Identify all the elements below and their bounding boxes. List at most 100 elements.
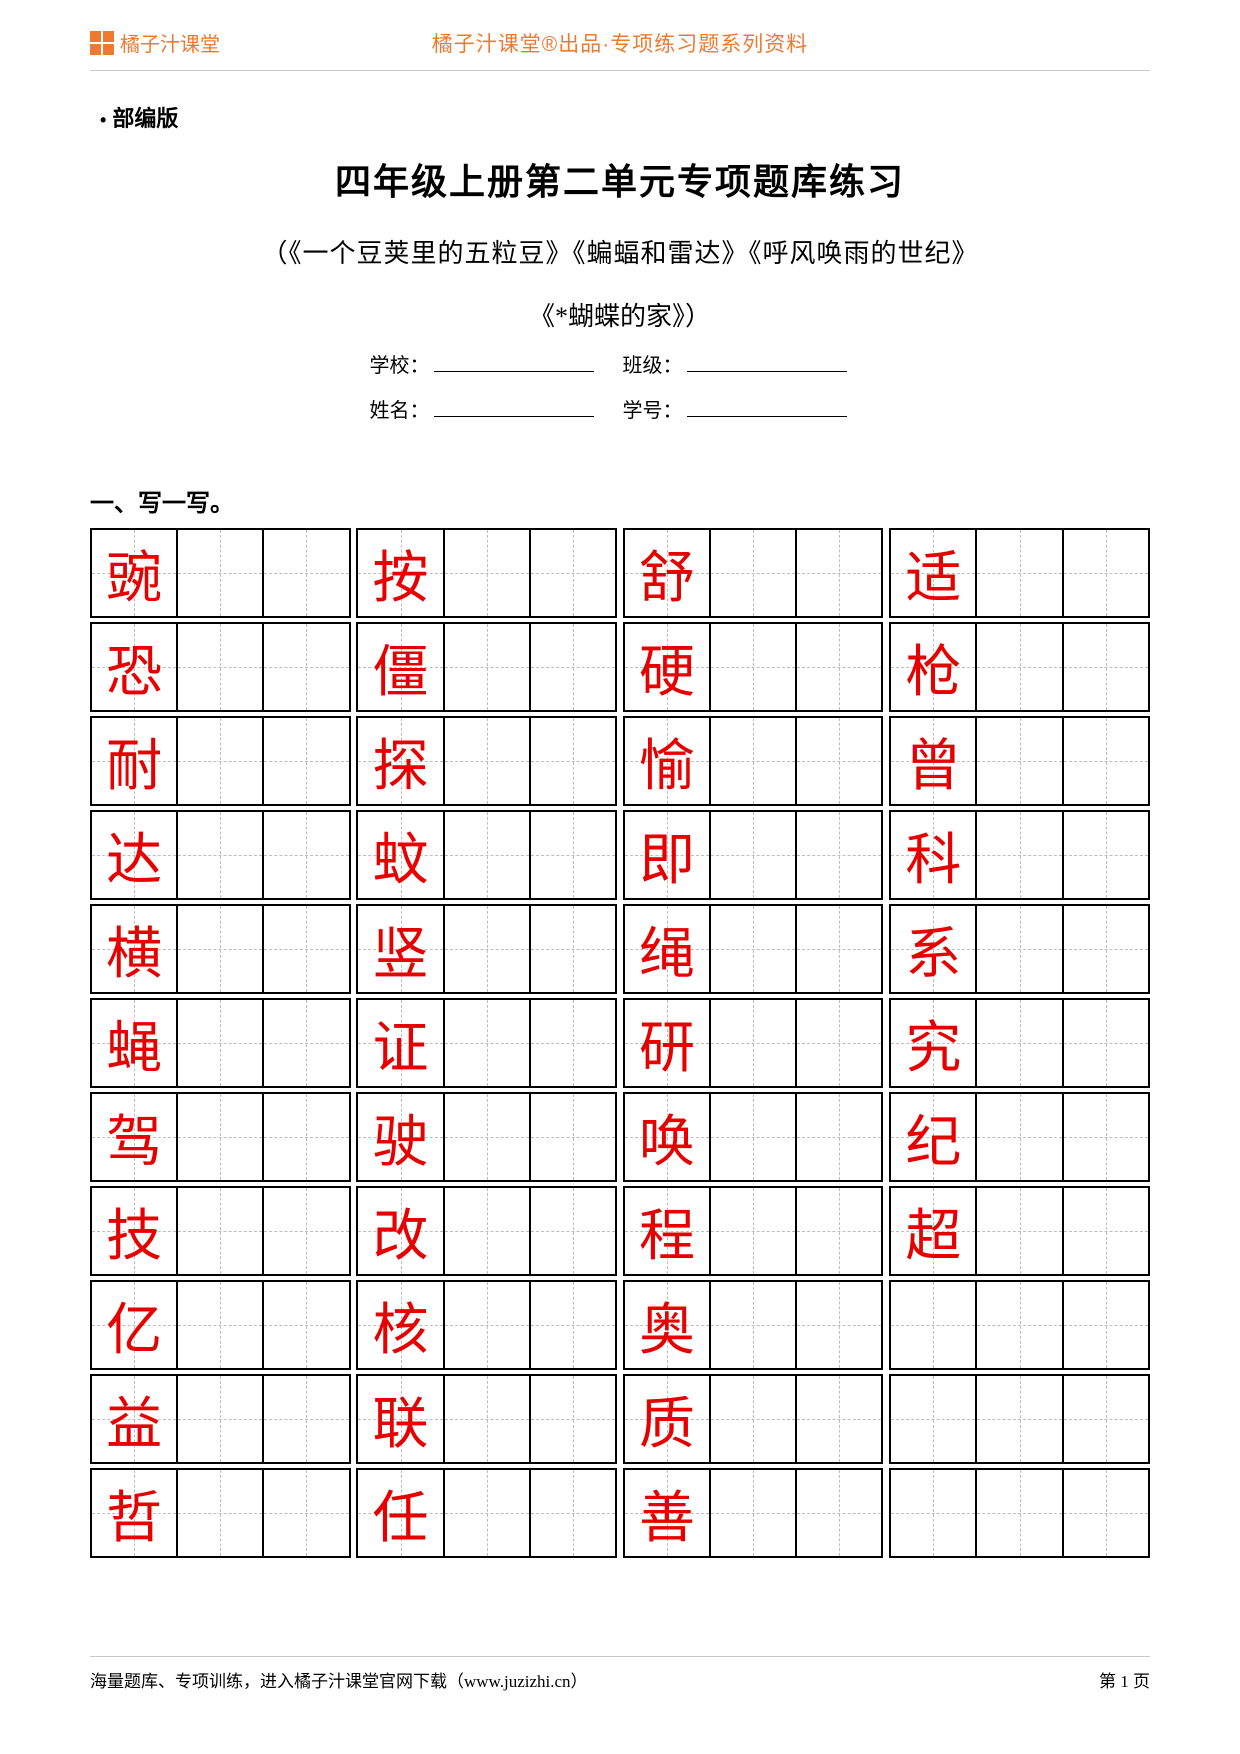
practice-cell[interactable] <box>710 717 796 805</box>
practice-cell[interactable] <box>177 1187 263 1275</box>
practice-cell[interactable] <box>263 1281 349 1369</box>
practice-cell[interactable] <box>530 1093 616 1181</box>
practice-cell[interactable] <box>530 717 616 805</box>
practice-cell[interactable] <box>710 811 796 899</box>
practice-cell[interactable]: 枪 <box>890 623 976 711</box>
practice-cell[interactable] <box>263 905 349 993</box>
practice-cell[interactable] <box>1063 529 1149 617</box>
practice-cell[interactable] <box>890 1375 976 1463</box>
practice-cell[interactable] <box>796 1375 882 1463</box>
practice-cell[interactable]: 愉 <box>624 717 710 805</box>
practice-cell[interactable] <box>177 1469 263 1557</box>
practice-cell[interactable]: 舒 <box>624 529 710 617</box>
practice-cell[interactable]: 善 <box>624 1469 710 1557</box>
practice-cell[interactable] <box>1063 1469 1149 1557</box>
practice-cell[interactable]: 超 <box>890 1187 976 1275</box>
practice-cell[interactable] <box>1063 623 1149 711</box>
practice-cell[interactable] <box>263 1469 349 1557</box>
practice-cell[interactable] <box>710 905 796 993</box>
practice-cell[interactable] <box>263 1375 349 1463</box>
practice-cell[interactable] <box>530 1187 616 1275</box>
practice-cell[interactable]: 研 <box>624 999 710 1087</box>
practice-cell[interactable] <box>710 1469 796 1557</box>
practice-cell[interactable]: 程 <box>624 1187 710 1275</box>
practice-cell[interactable] <box>1063 811 1149 899</box>
practice-cell[interactable]: 究 <box>890 999 976 1087</box>
practice-cell[interactable] <box>1063 1187 1149 1275</box>
practice-cell[interactable]: 亿 <box>91 1281 177 1369</box>
practice-cell[interactable] <box>530 529 616 617</box>
practice-cell[interactable] <box>444 1469 530 1557</box>
practice-cell[interactable]: 证 <box>357 999 443 1087</box>
practice-cell[interactable]: 恐 <box>91 623 177 711</box>
practice-cell[interactable] <box>976 905 1062 993</box>
practice-cell[interactable] <box>177 905 263 993</box>
practice-cell[interactable] <box>444 1281 530 1369</box>
practice-cell[interactable] <box>177 1281 263 1369</box>
practice-cell[interactable] <box>1063 1375 1149 1463</box>
practice-cell[interactable] <box>710 1187 796 1275</box>
practice-cell[interactable] <box>444 905 530 993</box>
practice-cell[interactable] <box>530 999 616 1087</box>
practice-cell[interactable] <box>177 1375 263 1463</box>
practice-cell[interactable] <box>530 1375 616 1463</box>
practice-cell[interactable] <box>710 999 796 1087</box>
practice-cell[interactable] <box>976 1375 1062 1463</box>
practice-cell[interactable]: 纪 <box>890 1093 976 1181</box>
practice-cell[interactable] <box>710 623 796 711</box>
practice-cell[interactable] <box>710 529 796 617</box>
practice-cell[interactable] <box>177 623 263 711</box>
practice-cell[interactable] <box>1063 717 1149 805</box>
practice-cell[interactable] <box>263 1093 349 1181</box>
practice-cell[interactable] <box>263 811 349 899</box>
practice-cell[interactable] <box>976 1187 1062 1275</box>
practice-cell[interactable]: 改 <box>357 1187 443 1275</box>
practice-cell[interactable]: 僵 <box>357 623 443 711</box>
practice-cell[interactable]: 硬 <box>624 623 710 711</box>
practice-cell[interactable] <box>444 623 530 711</box>
practice-cell[interactable] <box>976 811 1062 899</box>
practice-cell[interactable]: 蝇 <box>91 999 177 1087</box>
practice-cell[interactable] <box>177 717 263 805</box>
practice-cell[interactable] <box>976 623 1062 711</box>
name-blank[interactable] <box>434 416 594 417</box>
practice-cell[interactable] <box>530 1281 616 1369</box>
practice-cell[interactable] <box>444 811 530 899</box>
practice-cell[interactable] <box>177 999 263 1087</box>
practice-cell[interactable] <box>530 1469 616 1557</box>
practice-cell[interactable] <box>976 717 1062 805</box>
practice-cell[interactable] <box>796 811 882 899</box>
practice-cell[interactable]: 曾 <box>890 717 976 805</box>
practice-cell[interactable] <box>263 1187 349 1275</box>
practice-cell[interactable] <box>710 1375 796 1463</box>
practice-cell[interactable]: 探 <box>357 717 443 805</box>
practice-cell[interactable] <box>444 1375 530 1463</box>
practice-cell[interactable]: 联 <box>357 1375 443 1463</box>
practice-cell[interactable]: 达 <box>91 811 177 899</box>
practice-cell[interactable] <box>530 905 616 993</box>
practice-cell[interactable] <box>796 1093 882 1181</box>
class-blank[interactable] <box>687 371 847 372</box>
practice-cell[interactable] <box>890 1469 976 1557</box>
practice-cell[interactable]: 豌 <box>91 529 177 617</box>
practice-cell[interactable] <box>177 529 263 617</box>
practice-cell[interactable]: 竖 <box>357 905 443 993</box>
practice-cell[interactable] <box>976 1281 1062 1369</box>
id-blank[interactable] <box>687 416 847 417</box>
practice-cell[interactable]: 奥 <box>624 1281 710 1369</box>
practice-cell[interactable] <box>976 1093 1062 1181</box>
practice-cell[interactable] <box>530 623 616 711</box>
practice-cell[interactable]: 耐 <box>91 717 177 805</box>
practice-cell[interactable] <box>444 1093 530 1181</box>
practice-cell[interactable] <box>710 1093 796 1181</box>
practice-cell[interactable]: 核 <box>357 1281 443 1369</box>
practice-cell[interactable] <box>1063 1281 1149 1369</box>
practice-cell[interactable]: 益 <box>91 1375 177 1463</box>
practice-cell[interactable] <box>796 1469 882 1557</box>
practice-cell[interactable] <box>796 999 882 1087</box>
practice-cell[interactable] <box>1063 999 1149 1087</box>
practice-cell[interactable]: 横 <box>91 905 177 993</box>
practice-cell[interactable] <box>263 717 349 805</box>
practice-cell[interactable] <box>177 1093 263 1181</box>
practice-cell[interactable]: 技 <box>91 1187 177 1275</box>
